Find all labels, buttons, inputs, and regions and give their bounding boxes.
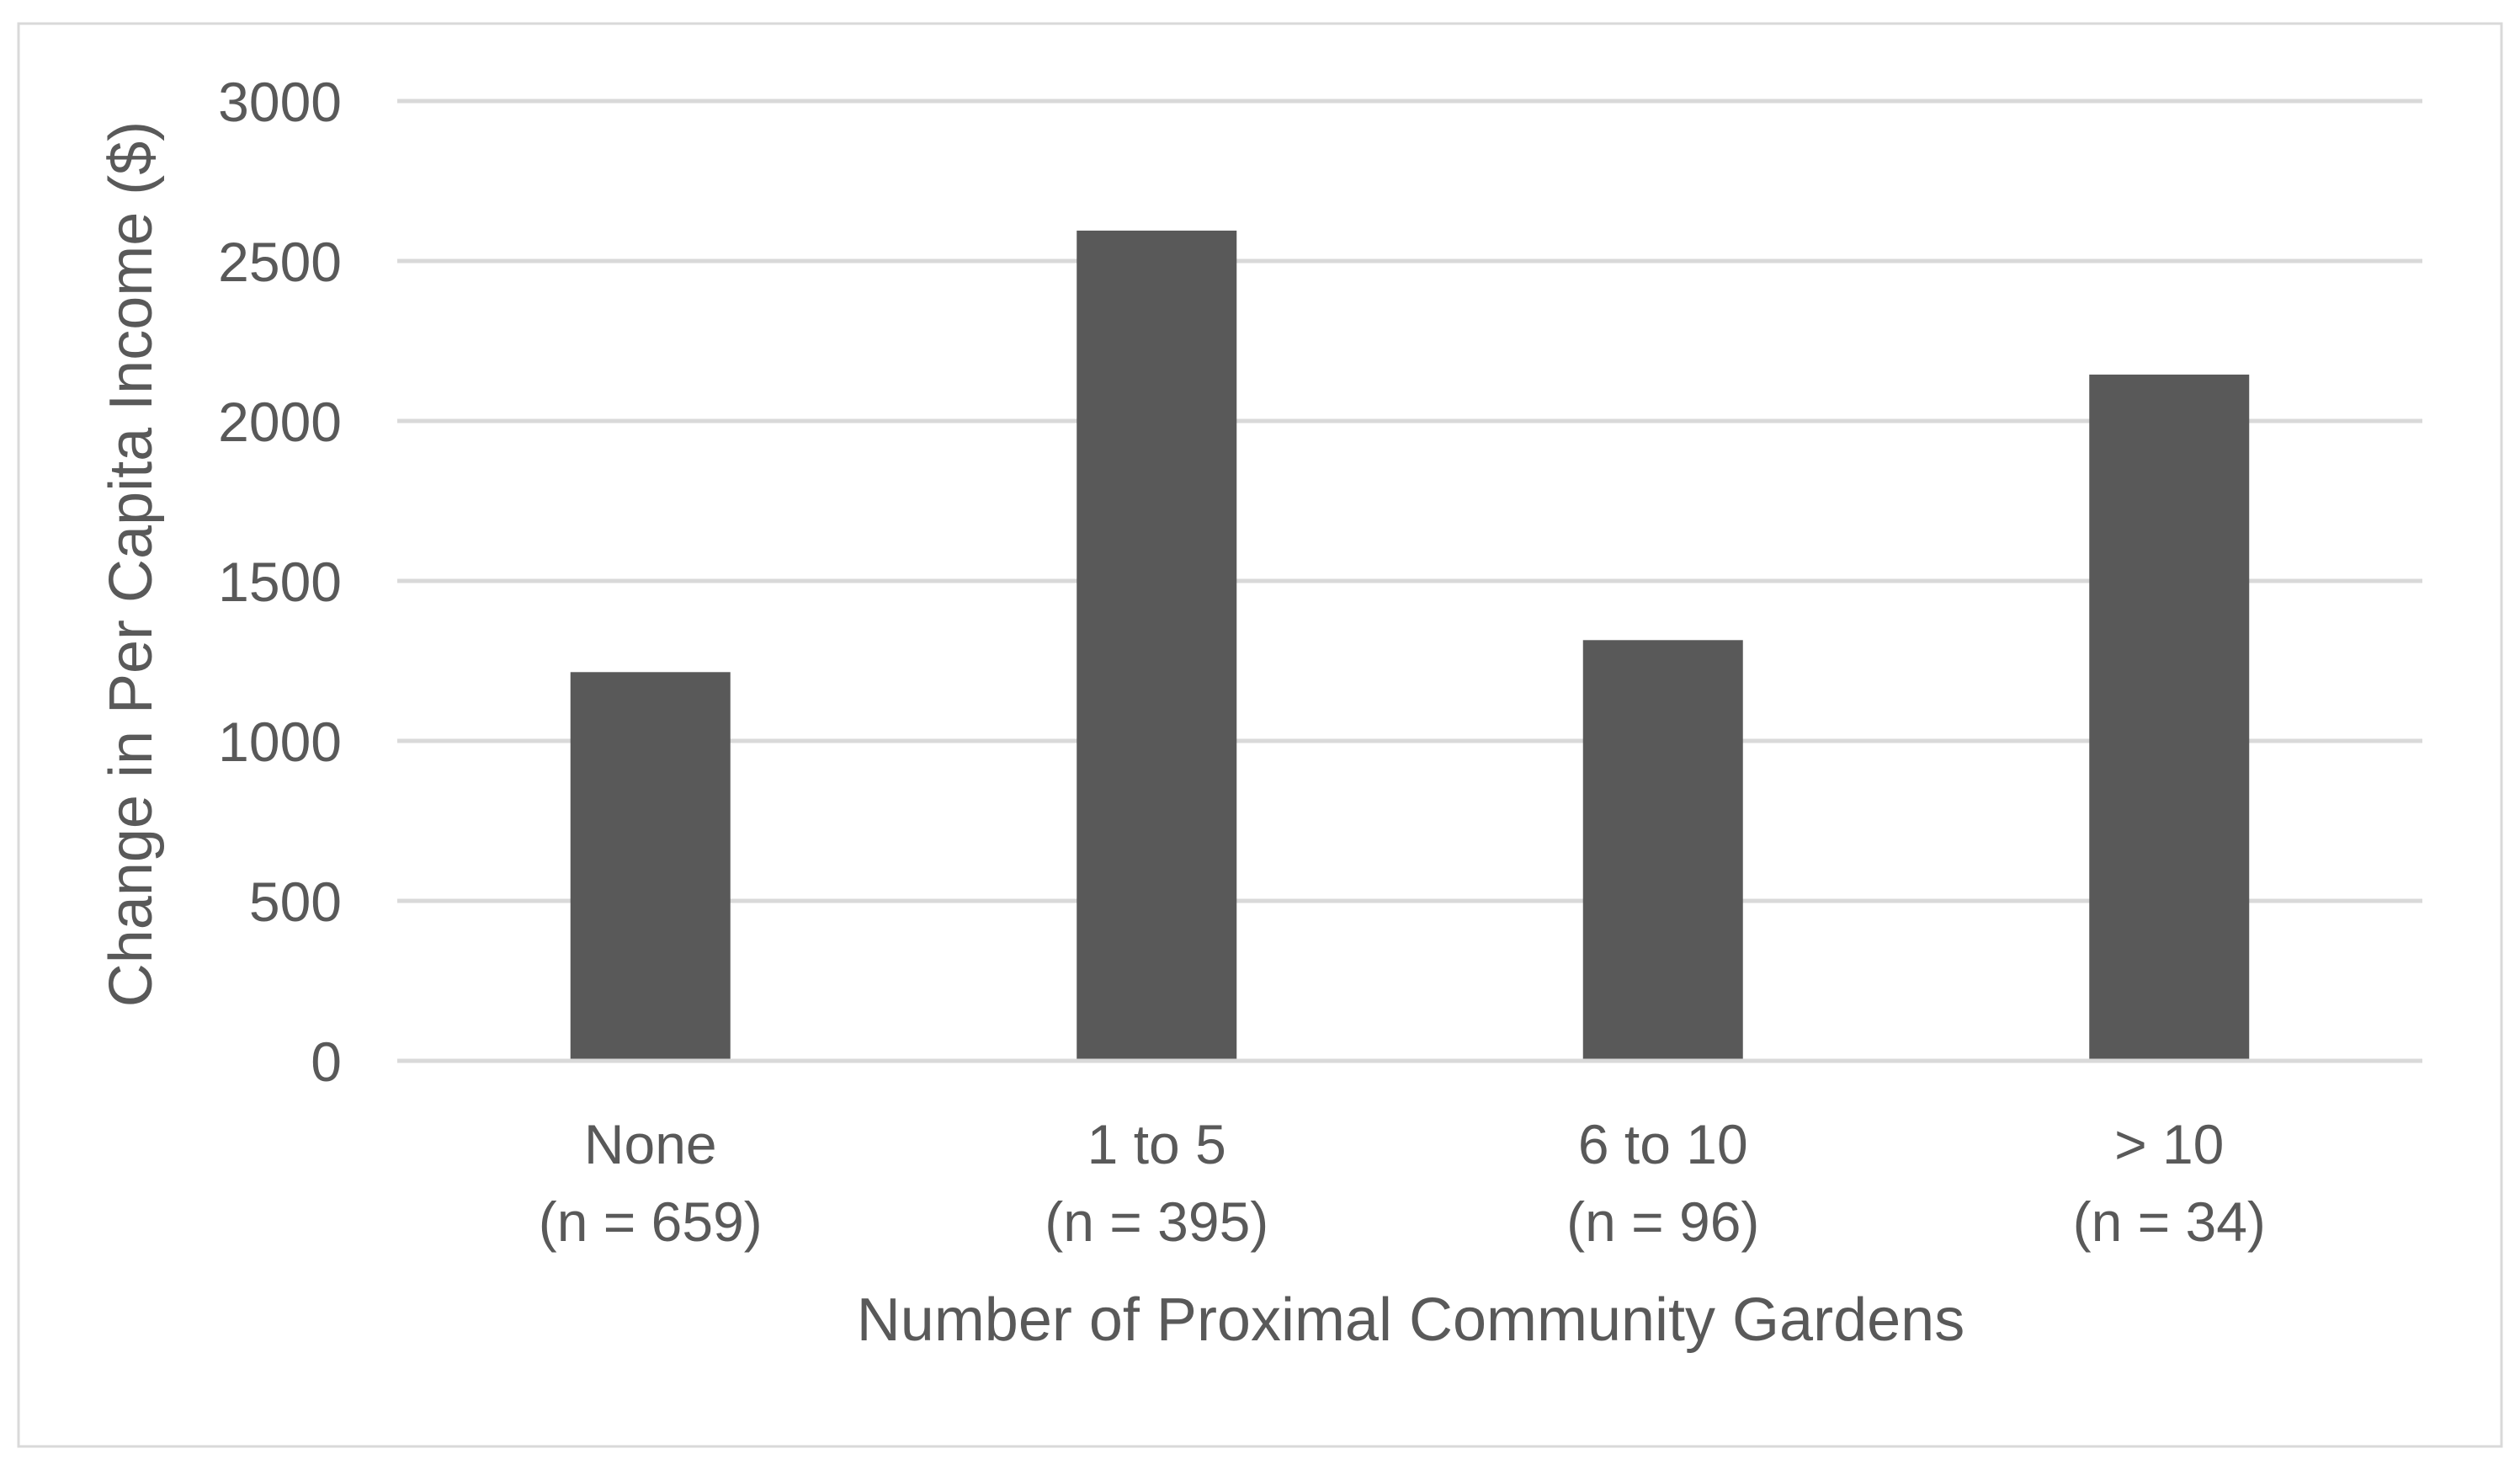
y-tick-label: 2500 xyxy=(218,231,342,293)
y-tick-label: 3000 xyxy=(218,71,342,133)
y-tick-label: 2000 xyxy=(218,391,342,453)
y-tick-label: 1500 xyxy=(218,551,342,613)
x-tick-label: (n = 96) xyxy=(1566,1190,1759,1253)
gridlines xyxy=(397,99,2422,903)
bar xyxy=(570,672,731,1061)
y-tick-label: 0 xyxy=(311,1031,342,1093)
x-tick-labels: None (n = 659) 1 to 5 (n = 395) 6 to 10 (n = … xyxy=(539,1113,2266,1253)
x-tick-label: (n = 659) xyxy=(539,1190,763,1253)
y-tick-label: 500 xyxy=(249,871,342,933)
x-tick-label: 6 to 10 xyxy=(1578,1113,1748,1175)
x-tick-label: 1 to 5 xyxy=(1087,1113,1226,1175)
bar xyxy=(1582,640,1743,1061)
x-tick-label: (n = 34) xyxy=(2073,1190,2266,1253)
x-tick-label: > 10 xyxy=(2114,1113,2224,1175)
y-tick-label: 1000 xyxy=(218,711,342,773)
bar xyxy=(1077,230,1237,1061)
bar xyxy=(2089,374,2250,1061)
y-tick-labels: 0 500 1000 1500 2000 2500 3000 xyxy=(218,71,342,1093)
x-tick-label: (n = 395) xyxy=(1045,1190,1268,1253)
bars xyxy=(570,230,2250,1061)
y-axis-title: Change in Per Capita Income ($) xyxy=(98,121,165,1008)
x-tick-label: None xyxy=(584,1113,717,1175)
x-axis-title: Number of Proximal Community Gardens xyxy=(857,1286,1964,1354)
